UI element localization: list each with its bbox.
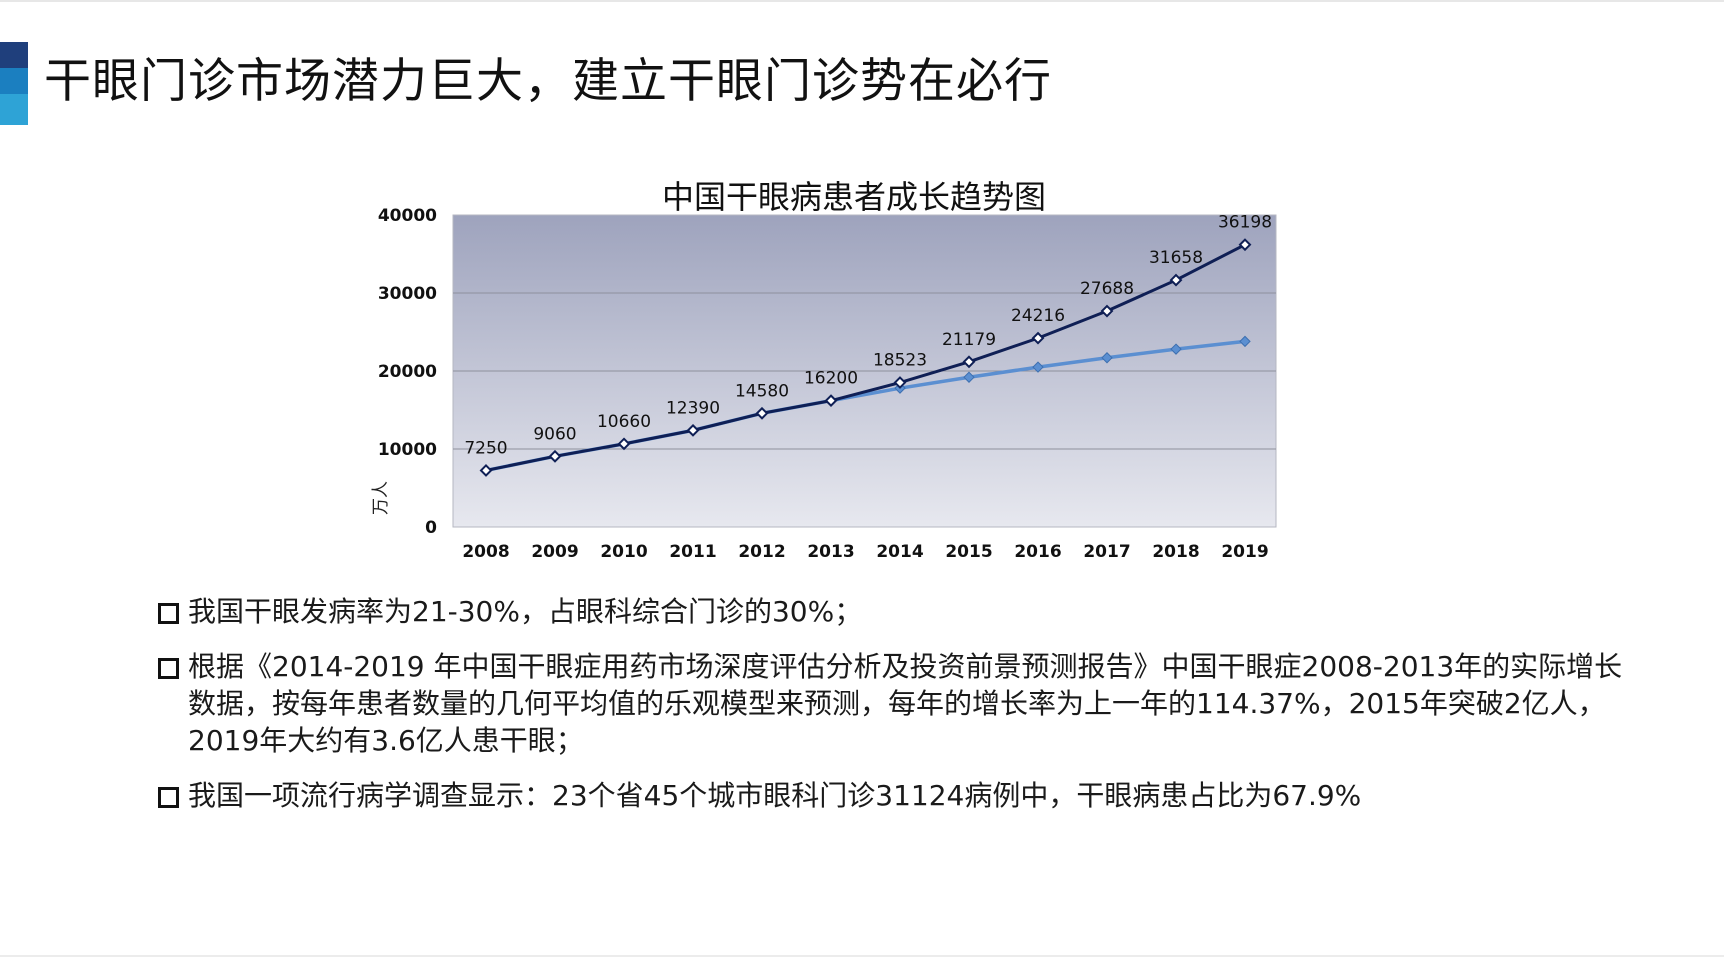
- data-label: 14580: [735, 381, 789, 401]
- data-label: 21179: [942, 330, 996, 350]
- slide-title: 干眼门诊市场潜力巨大，建立干眼门诊势在必行: [44, 54, 1052, 109]
- data-point-marker: [893, 376, 907, 389]
- data-point-marker: [1238, 238, 1252, 252]
- checkbox-square-icon: [158, 787, 179, 808]
- data-point-marker: [963, 371, 975, 383]
- x-tick-label: 2014: [876, 542, 923, 562]
- data-label: 31658: [1149, 248, 1203, 268]
- data-point-marker: [1101, 352, 1113, 364]
- data-label: 18523: [873, 351, 927, 371]
- x-tick-label: 2011: [669, 542, 716, 562]
- data-label: 36198: [1218, 213, 1272, 233]
- data-label: 7250: [464, 438, 507, 458]
- y-tick-label: 30000: [378, 284, 437, 304]
- data-point-marker: [1032, 361, 1044, 373]
- bottom-divider: [0, 955, 1724, 957]
- bullet-item: 根据《2014-2019 年中国干眼症用药市场深度评估分析及投资前景预测报告》中…: [156, 648, 1636, 759]
- data-point-marker: [548, 449, 562, 463]
- series-line-optimistic: [485, 243, 1246, 472]
- bullet-list: 我国干眼发病率为21-30%，占眼科综合门诊的30%； 根据《2014-2019…: [156, 593, 1636, 832]
- x-tick-label: 2015: [945, 542, 992, 562]
- data-point-marker: [1169, 273, 1183, 287]
- checkbox-square-icon: [158, 603, 179, 624]
- data-point-marker: [686, 423, 700, 437]
- x-tick-label: 2008: [462, 542, 509, 562]
- data-label: 12390: [666, 398, 720, 418]
- data-label: 27688: [1080, 279, 1134, 299]
- data-label: 24216: [1011, 306, 1065, 326]
- x-axis-ticks: 2008 2009 2010 2011 2012 2013 2014 2015 2016 2017…: [462, 542, 1268, 562]
- data-label: 10660: [597, 412, 651, 432]
- data-point-marker: [755, 406, 769, 420]
- x-tick-label: 2012: [738, 542, 785, 562]
- x-tick-label: 2019: [1221, 542, 1268, 562]
- data-point-marker: [479, 464, 493, 477]
- x-tick-label: 2009: [531, 542, 578, 562]
- checkbox-square-icon: [158, 658, 179, 679]
- x-tick-label: 2017: [1083, 542, 1130, 562]
- data-labels: 7250 9060 10660 12390 14580 16200 18523 21179 24…: [464, 213, 1272, 459]
- y-axis-ticks: 0 10000 20000 30000 40000: [378, 206, 437, 538]
- bullet-item: 我国干眼发病率为21-30%，占眼科综合门诊的30%；: [156, 593, 1636, 630]
- data-label: 9060: [533, 424, 576, 444]
- bullet-text: 我国干眼发病率为21-30%，占眼科综合门诊的30%；: [188, 595, 863, 628]
- chart-title: 中国干眼病患者成长趋势图: [662, 178, 1046, 216]
- y-tick-label: 10000: [378, 440, 437, 460]
- x-tick-label: 2013: [807, 542, 854, 562]
- data-point-marker: [1170, 343, 1182, 355]
- title-accent-bar-top: [0, 42, 28, 68]
- data-point-marker: [1100, 304, 1114, 318]
- data-point-marker: [824, 394, 838, 408]
- data-label: 16200: [804, 369, 858, 389]
- y-tick-label: 40000: [378, 206, 437, 226]
- y-tick-label: 20000: [378, 362, 437, 382]
- bullet-text: 根据《2014-2019 年中国干眼症用药市场深度评估分析及投资前景预测报告》中…: [188, 650, 1623, 757]
- series-layer: [479, 238, 1252, 477]
- data-point-marker: [962, 355, 976, 369]
- y-axis-label: 万人: [371, 481, 391, 515]
- y-tick-label: 0: [425, 518, 437, 538]
- data-point-marker: [1031, 331, 1045, 345]
- top-divider: [0, 0, 1724, 2]
- x-tick-label: 2016: [1014, 542, 1061, 562]
- title-accent-bar-bottom: [0, 94, 28, 125]
- data-point-marker: [617, 437, 631, 451]
- x-tick-label: 2018: [1152, 542, 1199, 562]
- title-accent-bar-middle: [0, 68, 28, 94]
- x-tick-label: 2010: [600, 542, 647, 562]
- bullet-item: 我国一项流行病学调查显示：23个省45个城市眼科门诊31124病例中，干眼病患占…: [156, 777, 1636, 814]
- bullet-text: 我国一项流行病学调查显示：23个省45个城市眼科门诊31124病例中，干眼病患占…: [188, 779, 1362, 812]
- data-point-marker: [1239, 335, 1251, 348]
